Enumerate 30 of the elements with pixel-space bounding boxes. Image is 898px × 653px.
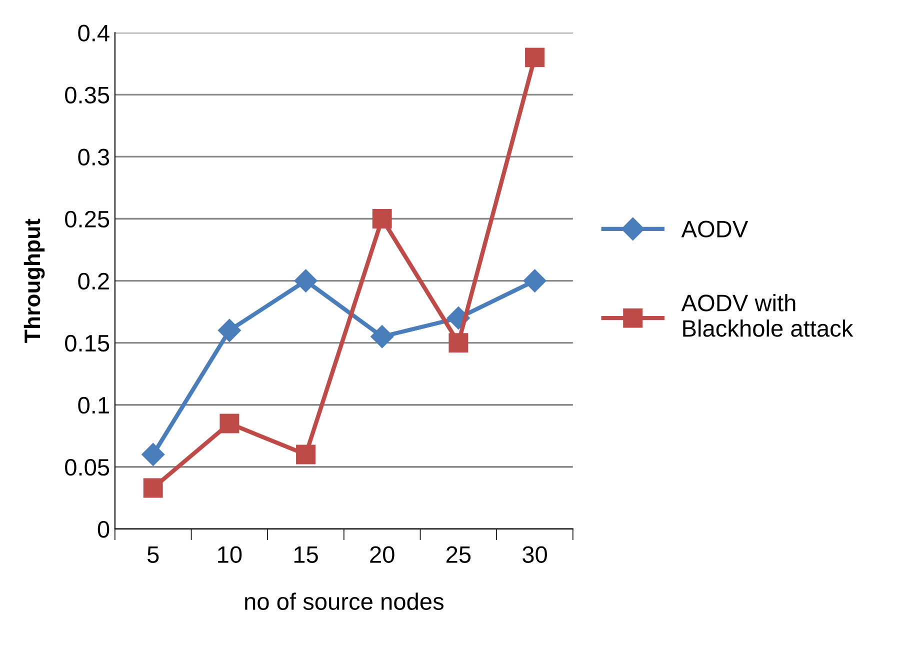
y-tick-label: 0.05 [65, 458, 110, 476]
x-tick-label: 10 [218, 546, 242, 563]
point [523, 269, 546, 292]
x-axis-title: no of source nodes [245, 592, 444, 610]
x-tick-label: 5 [147, 546, 159, 563]
y-tick-label: 0.3 [78, 148, 110, 166]
point [370, 325, 394, 348]
point [372, 209, 392, 228]
point [448, 333, 468, 353]
y-tick-label: 0.4 [78, 24, 110, 42]
point [142, 442, 165, 466]
x-tick-label: 25 [446, 546, 471, 563]
point [143, 478, 163, 498]
y-tick-label: 0.35 [65, 86, 110, 104]
y-tick-label: 0.2 [78, 272, 109, 290]
legend-label: AODV [681, 220, 748, 238]
y-tick-label: 0.1 [78, 396, 109, 414]
y-tick-label: 0.25 [65, 210, 110, 228]
point [218, 318, 241, 342]
x-tick-label: 15 [294, 546, 318, 563]
point [525, 48, 544, 68]
legend-label: AODV with Blackhole attack [681, 294, 854, 337]
y-tick-label: 0 [98, 521, 110, 538]
point [294, 269, 318, 292]
point [296, 444, 316, 464]
x-tick-label: 30 [522, 546, 547, 563]
y-axis-title: Throughput [24, 218, 45, 343]
x-tick-label: 20 [370, 546, 394, 563]
y-tick-label: 0.15 [65, 334, 110, 352]
point [220, 414, 240, 434]
